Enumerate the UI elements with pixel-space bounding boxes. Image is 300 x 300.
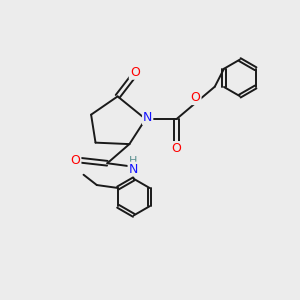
Text: O: O xyxy=(130,66,140,79)
Text: O: O xyxy=(70,154,80,167)
Text: N: N xyxy=(128,163,138,176)
Text: H: H xyxy=(129,157,137,166)
Text: O: O xyxy=(191,91,201,104)
Text: O: O xyxy=(172,142,182,155)
Text: N: N xyxy=(143,111,152,124)
